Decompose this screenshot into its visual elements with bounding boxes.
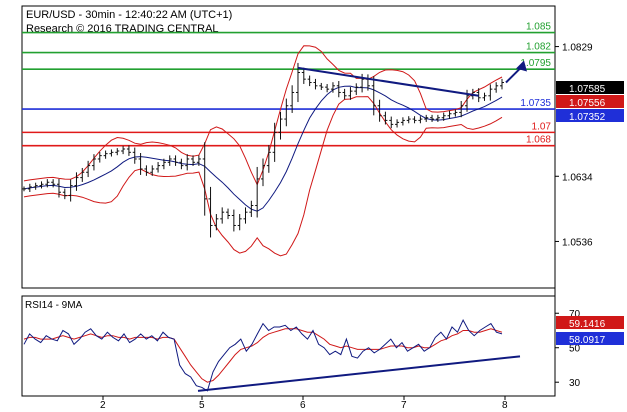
level-label-1.068: 1.068 <box>526 135 551 146</box>
x-tick-label: 2 <box>100 400 106 411</box>
rsi-tag-label-ma: 59.1416 <box>569 319 606 330</box>
rsi-tag-label-rsi: 58.0917 <box>569 335 606 346</box>
rsi-ma-line <box>24 329 502 382</box>
y-tick-label: 1.0536 <box>562 237 593 248</box>
rsi-y-tick-label: 30 <box>569 378 581 389</box>
level-label-1.085: 1.085 <box>526 22 551 33</box>
x-tick-label: 7 <box>401 400 407 411</box>
x-tick-label: 6 <box>300 400 306 411</box>
y-tick-label: 1.0829 <box>562 43 593 54</box>
level-label-1.0735: 1.0735 <box>520 98 551 109</box>
price-tag-label-band: 1.07556 <box>569 98 606 109</box>
price-tag-label-current: 1.07585 <box>569 84 606 95</box>
rsi-panel-label: RSI14 - 9MA <box>25 300 83 311</box>
y-tick-label: 1.0634 <box>562 172 593 183</box>
main-panel-frame <box>22 6 555 288</box>
rsi-line <box>24 320 502 391</box>
level-label-1.07: 1.07 <box>532 121 552 132</box>
x-tick-label: 5 <box>199 400 205 411</box>
moving-average-line <box>24 86 502 211</box>
rsi-trendline <box>198 356 520 390</box>
price-trendline <box>298 68 479 96</box>
price-tag-label-ma: 1.07352 <box>569 112 606 123</box>
level-label-1.082: 1.082 <box>526 42 551 53</box>
x-tick-label: 8 <box>502 400 508 411</box>
